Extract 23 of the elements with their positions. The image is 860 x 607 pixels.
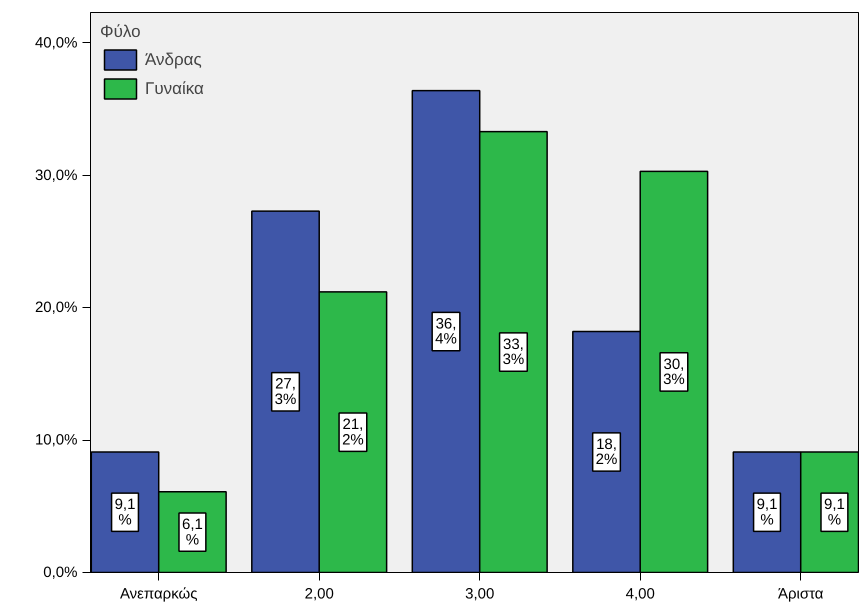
y-tick-label: 40,0% [34, 34, 78, 52]
y-tick-label: 20,0% [34, 299, 78, 316]
data-label: 36,4% [435, 315, 457, 348]
x-tick-label: Άριστα [778, 586, 824, 602]
data-label: 9,1% [824, 496, 845, 528]
data-label: 9,1% [114, 496, 136, 528]
y-tick-label: 30,0% [34, 166, 78, 184]
x-tick-label: 2,00 [304, 586, 334, 602]
data-label: 21,2% [342, 416, 364, 448]
x-tick-label: Ανεπαρκώς [120, 586, 198, 602]
x-tick-label: 3,00 [465, 586, 494, 602]
x-tick-label: 4,00 [626, 586, 655, 602]
legend-title: Φύλο [100, 22, 142, 42]
data-label: 6,1% [182, 516, 203, 548]
data-label: 18,2% [596, 436, 618, 468]
legend-label: Άνδρας [145, 50, 202, 70]
data-label: 9,1% [756, 496, 778, 528]
data-label: 33,3% [502, 336, 524, 368]
legend-label: Γυναίκα [145, 78, 204, 98]
data-label: 27,3% [274, 376, 296, 408]
y-tick-label: 10,0% [34, 432, 78, 449]
data-label: 30,3% [663, 356, 685, 388]
y-tick-label: 0,0% [43, 564, 78, 581]
